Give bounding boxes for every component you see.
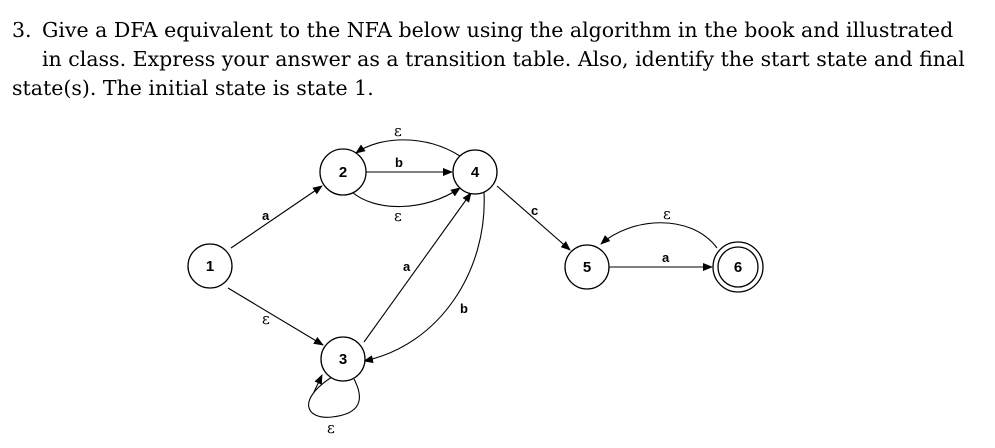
problem-statement: 3. Give a DFA equivalent to the NFA belo… [12,16,972,103]
edge-label-4-to-5: c [531,203,538,218]
problem-number: 3. [12,18,32,42]
state-5-label: 5 [583,259,591,276]
state-6-label: 6 [734,259,742,276]
state-2: 2 [319,148,367,196]
problem-line-1: Give a DFA equivalent to the NFA below u… [42,18,954,42]
edge-3-self-loop-arrowhead [313,374,323,393]
state-3: 3 [320,336,366,382]
state-1: 1 [187,243,233,289]
state-2-label: 2 [339,164,347,181]
edge-label-5-to-6: a [662,250,670,265]
edge-4-to-2-eps [355,139,461,157]
edge-label-3-self-loop: ε [327,419,335,437]
state-5: 5 [564,244,610,290]
edge-4-to-3 [363,191,485,364]
edge-label-2-to-4-b: b [395,155,403,170]
edge-1-to-3 [227,287,324,346]
edge-6-to-5 [600,222,718,249]
edge-1-to-2 [230,185,323,249]
edge-3-to-4 [363,192,472,343]
edge-2-to-4-eps [351,187,461,208]
problem-line-2: in class. Express your answer as a trans… [42,47,965,71]
state-4: 4 [452,149,498,195]
problem-line-3: state(s). The initial state is state 1. [12,76,374,100]
state-4-label: 4 [471,164,480,181]
state-3-label: 3 [339,351,347,368]
edge-label-1-to-3: ε [262,310,270,328]
edge-label-4-to-2-eps: ε [394,122,402,140]
edge-label-6-to-5: ε [663,205,671,223]
edge-3-self-loop [308,376,360,418]
state-1-label: 1 [206,258,214,275]
problem-text: Give a DFA equivalent to the NFA below u… [12,16,972,103]
edge-label-1-to-2: a [262,208,270,223]
edge-label-2-to-4-eps: ε [394,207,402,225]
state-6-accepting: 6 [712,241,764,293]
edge-label-4-to-3: b [460,301,468,316]
edge-label-3-to-4: a [403,259,411,274]
edge-4-to-5 [496,185,571,251]
